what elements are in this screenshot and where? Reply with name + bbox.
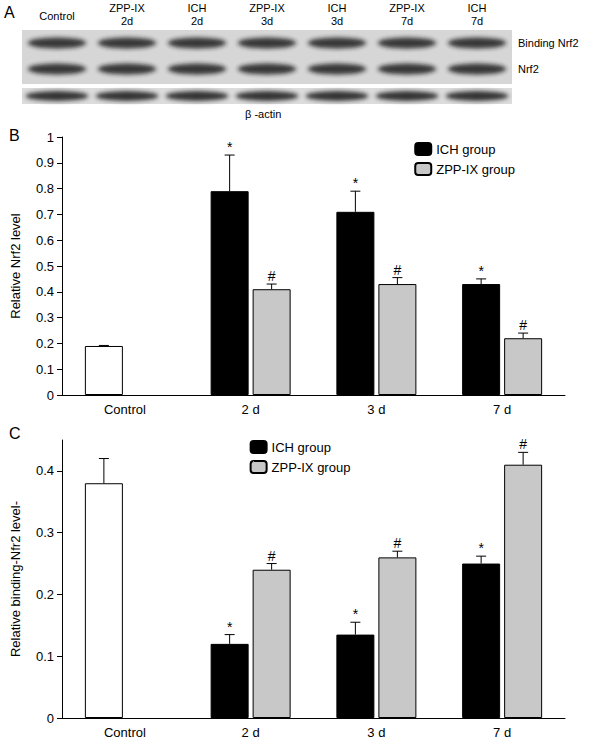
svg-text:0.3: 0.3 xyxy=(36,310,54,325)
svg-text:ICH3d: ICH3d xyxy=(328,2,347,27)
svg-text:0.6: 0.6 xyxy=(36,233,54,248)
svg-text:C: C xyxy=(9,425,21,442)
svg-text:1: 1 xyxy=(47,130,54,145)
svg-text:ZPP-IX3d: ZPP-IX3d xyxy=(249,2,285,27)
svg-text:*: * xyxy=(478,540,484,556)
svg-text:0.2: 0.2 xyxy=(36,587,54,602)
svg-text:#: # xyxy=(393,535,401,551)
svg-text:ZPP-IX group: ZPP-IX group xyxy=(272,460,351,475)
svg-text:0.5: 0.5 xyxy=(36,259,54,274)
svg-text:Control: Control xyxy=(104,725,146,740)
svg-text:ZPP-IX group: ZPP-IX group xyxy=(436,162,515,177)
svg-text:β -actin: β -actin xyxy=(245,108,281,120)
svg-text:0.1: 0.1 xyxy=(36,649,54,664)
svg-text:0.2: 0.2 xyxy=(36,336,54,351)
svg-text:0.8: 0.8 xyxy=(36,181,54,196)
svg-text:#: # xyxy=(393,262,401,278)
svg-text:#: # xyxy=(519,436,527,452)
svg-text:0.9: 0.9 xyxy=(36,155,54,170)
svg-text:#: # xyxy=(519,317,527,333)
svg-text:2 d: 2 d xyxy=(242,725,260,740)
svg-text:3 d: 3 d xyxy=(367,725,385,740)
svg-text:0.4: 0.4 xyxy=(36,463,54,478)
svg-text:ICH group: ICH group xyxy=(272,440,331,455)
svg-text:ZPP-IX2d: ZPP-IX2d xyxy=(109,2,145,27)
svg-text:0.1: 0.1 xyxy=(36,362,54,377)
svg-text:7 d: 7 d xyxy=(493,402,511,417)
svg-text:7 d: 7 d xyxy=(493,725,511,740)
svg-text:ICH2d: ICH2d xyxy=(188,2,207,27)
svg-text:#: # xyxy=(268,268,276,284)
svg-text:Control: Control xyxy=(39,10,74,22)
svg-text:Relative binding-Nfr2 level-: Relative binding-Nfr2 level- xyxy=(8,501,23,657)
svg-text:ICH7d: ICH7d xyxy=(468,2,487,27)
svg-text:ZPP-IX7d: ZPP-IX7d xyxy=(389,2,425,27)
svg-text:0.3: 0.3 xyxy=(36,525,54,540)
svg-text:Control: Control xyxy=(104,402,146,417)
svg-text:B: B xyxy=(9,127,20,144)
svg-text:*: * xyxy=(353,606,359,622)
svg-text:*: * xyxy=(227,619,233,635)
svg-text:A: A xyxy=(4,4,15,21)
svg-text:3 d: 3 d xyxy=(367,402,385,417)
svg-text:Nrf2: Nrf2 xyxy=(518,63,539,75)
svg-text:0.7: 0.7 xyxy=(36,207,54,222)
svg-text:*: * xyxy=(227,139,233,155)
svg-text:*: * xyxy=(478,263,484,279)
svg-text:ICH group: ICH group xyxy=(436,142,495,157)
svg-text:0: 0 xyxy=(47,388,54,403)
svg-text:#: # xyxy=(268,548,276,564)
svg-text:Binding Nrf2: Binding Nrf2 xyxy=(518,37,579,49)
svg-text:2 d: 2 d xyxy=(242,402,260,417)
svg-text:Relative Nrf2 level: Relative Nrf2 level xyxy=(8,213,23,319)
svg-text:0.4: 0.4 xyxy=(36,284,54,299)
svg-text:*: * xyxy=(353,175,359,191)
svg-text:0: 0 xyxy=(47,711,54,726)
